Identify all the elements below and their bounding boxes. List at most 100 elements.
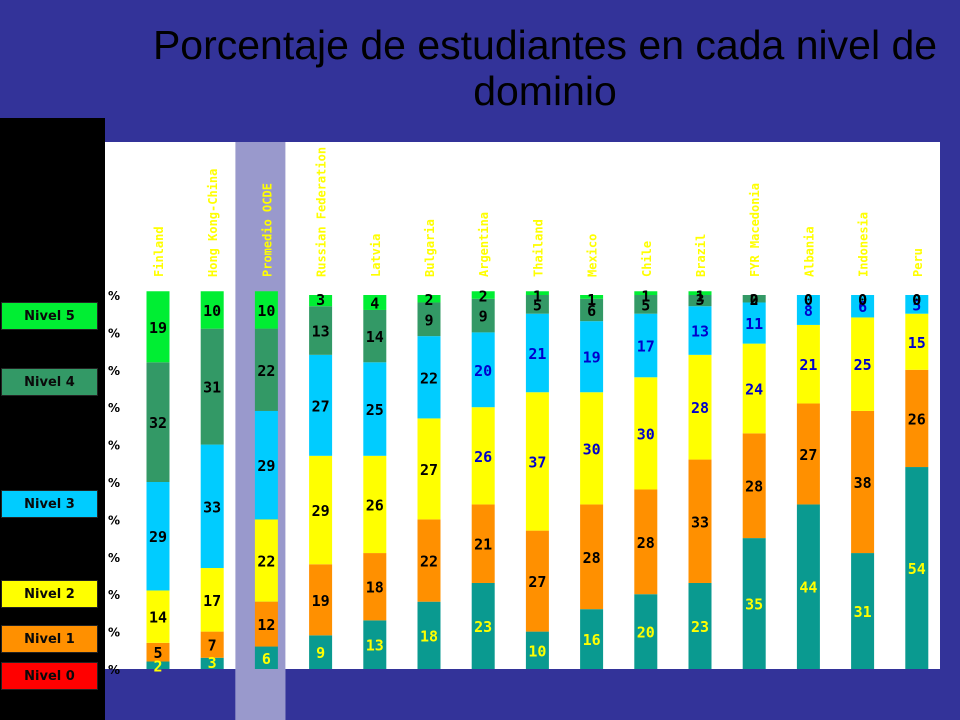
data-label: 20 xyxy=(474,362,492,380)
legend-item-nivel-4: Nivel 4 xyxy=(1,368,98,396)
bar-segment xyxy=(363,553,387,621)
bar-segment xyxy=(796,403,820,505)
data-label: 37 xyxy=(528,453,546,471)
data-label: 13 xyxy=(366,637,384,655)
bar-segment xyxy=(742,538,766,669)
bar-segment xyxy=(580,609,604,669)
category-label: Chile xyxy=(640,241,654,277)
bar-segment xyxy=(471,407,495,505)
bar-segment xyxy=(742,343,766,434)
bar-segment xyxy=(905,313,929,370)
data-label: 19 xyxy=(583,349,601,367)
data-label: 14 xyxy=(149,609,167,627)
y-tick-label: % xyxy=(108,289,120,303)
data-label: 31 xyxy=(203,379,221,397)
data-label: 11 xyxy=(745,315,763,333)
category-label: Thailand xyxy=(531,219,545,277)
data-label: 31 xyxy=(854,603,872,621)
data-label: 21 xyxy=(799,356,817,374)
data-label: 1 xyxy=(587,291,596,309)
bar-segment xyxy=(742,302,766,344)
bar-segment xyxy=(634,489,658,595)
data-label: 28 xyxy=(691,399,709,417)
bar-segment xyxy=(525,295,549,314)
bar-segment xyxy=(634,594,658,669)
data-label: 28 xyxy=(637,534,655,552)
bar-segment xyxy=(471,291,495,299)
data-label: 18 xyxy=(420,627,438,645)
bar-segment xyxy=(634,291,658,295)
bar-segment xyxy=(851,553,875,669)
category-label: Indonesia xyxy=(857,212,871,277)
y-tick-label: % xyxy=(108,326,120,340)
data-label: 5 xyxy=(153,644,162,662)
bar-segment xyxy=(363,362,387,456)
data-label: 21 xyxy=(528,345,546,363)
data-label: 0 xyxy=(804,291,813,309)
data-label: 4 xyxy=(370,294,379,312)
bar-segment xyxy=(688,295,712,307)
data-label: 38 xyxy=(854,474,872,492)
data-label: 14 xyxy=(366,328,384,346)
data-label: 10 xyxy=(528,642,546,660)
data-label: 2 xyxy=(424,291,433,309)
y-tick-label: % xyxy=(108,439,120,453)
bar-segment xyxy=(309,564,333,636)
data-label: 0 xyxy=(750,291,759,309)
bar-segment xyxy=(742,295,766,303)
legend-item-nivel-5: Nivel 5 xyxy=(1,302,98,330)
bar-segment xyxy=(905,369,929,468)
data-label: 25 xyxy=(854,356,872,374)
data-label: 21 xyxy=(474,536,492,554)
data-label: 9 xyxy=(316,644,325,662)
bar-segment xyxy=(580,504,604,610)
bar-segment xyxy=(525,313,549,393)
chart-title: Porcentaje de estudiantes en cada nivel … xyxy=(152,22,938,114)
bar-segment xyxy=(580,321,604,393)
data-label: 0 xyxy=(912,291,921,309)
category-label: Latvia xyxy=(369,234,383,277)
bar-segment xyxy=(363,620,387,669)
data-label: 35 xyxy=(745,596,763,614)
data-label: 8 xyxy=(804,302,813,320)
y-tick-label: % xyxy=(108,401,120,415)
bar-segment xyxy=(146,482,170,591)
legend-item-nivel-1: Nivel 1 xyxy=(1,625,98,653)
data-label: 2 xyxy=(750,291,759,309)
data-label: 23 xyxy=(691,618,709,636)
bar-segment xyxy=(742,433,766,539)
bar-segment xyxy=(580,295,604,299)
data-label: 20 xyxy=(637,624,655,642)
bar-segment xyxy=(254,646,278,669)
bar-segment xyxy=(634,313,658,378)
bar-segment xyxy=(146,642,170,662)
data-label: 27 xyxy=(528,573,546,591)
data-label: 24 xyxy=(745,381,763,399)
y-tick-label: % xyxy=(108,551,120,565)
legend-item-nivel-3: Nivel 3 xyxy=(1,490,98,518)
data-label: 27 xyxy=(312,397,330,415)
category-label: Mexico xyxy=(586,234,600,277)
bar-segment xyxy=(796,504,820,669)
bar-segment xyxy=(146,362,170,482)
category-label: FYR Macedonia xyxy=(748,183,762,277)
bar-segment xyxy=(363,455,387,554)
data-label: 30 xyxy=(583,440,601,458)
data-label: 7 xyxy=(208,637,217,655)
data-label: 6 xyxy=(587,302,596,320)
legend-item-nivel-0: Nivel 0 xyxy=(1,662,98,690)
data-label: 22 xyxy=(257,553,275,571)
y-tick-label: % xyxy=(108,588,120,602)
category-label: Finland xyxy=(152,226,166,277)
data-label: 0 xyxy=(912,291,921,309)
data-label: 1 xyxy=(533,287,542,305)
data-label: 29 xyxy=(257,457,275,475)
bar-segment xyxy=(200,657,224,669)
bar-segment xyxy=(688,306,712,355)
data-label: 2 xyxy=(153,658,162,676)
data-label: 33 xyxy=(691,513,709,531)
data-label: 13 xyxy=(691,323,709,341)
category-label: Peru xyxy=(911,248,925,277)
category-label: Hong Kong-China xyxy=(206,169,220,277)
